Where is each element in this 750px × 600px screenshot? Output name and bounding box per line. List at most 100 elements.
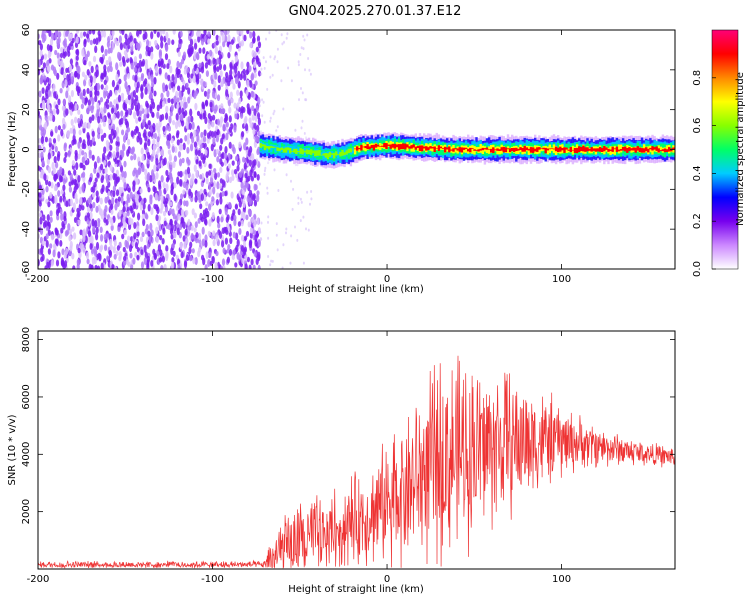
heatmap-cell [289, 261, 292, 265]
heatmap-cell [96, 82, 100, 91]
heatmap-cell [251, 91, 255, 98]
heatmap-cell [116, 176, 120, 183]
heatmap-cell [208, 163, 212, 169]
heatmap-cell [285, 173, 288, 177]
heatmap-cell [83, 79, 87, 87]
heatmap-cell [107, 118, 111, 125]
snr-series-line [38, 355, 675, 569]
heatmap-cell [175, 67, 179, 75]
heatmap-cell [166, 63, 170, 70]
heatmap-cell [114, 202, 118, 211]
heatmap-cell [412, 144, 415, 148]
heatmap-cell [490, 148, 493, 153]
heatmap-cell [107, 113, 111, 120]
heatmap-cell [50, 181, 54, 189]
heatmap-cell [124, 118, 128, 126]
heatmap-cell [273, 109, 276, 113]
heatmap-cell [82, 122, 86, 129]
heatmap-cell [257, 41, 262, 49]
heatmap-cell [92, 75, 96, 84]
heatmap-cell [220, 153, 224, 159]
heatmap-cell [306, 190, 309, 194]
heatmap-cell [141, 163, 145, 171]
heatmap-cell [233, 125, 237, 133]
heatmap-cell [40, 169, 44, 176]
heatmap-cell [103, 90, 107, 99]
heatmap-cell [624, 146, 627, 152]
heatmap-cell [87, 197, 91, 204]
heatmap-cell [567, 149, 570, 151]
heatmap-cell [147, 50, 151, 57]
heatmap-cell [200, 66, 205, 74]
heatmap-cell [62, 178, 66, 185]
heatmap-cell [191, 248, 195, 254]
heatmap-cell [243, 248, 247, 256]
heatmap-cell [274, 145, 277, 153]
heatmap-cell [267, 215, 270, 219]
heatmap-cell [267, 161, 270, 165]
heatmap-cell [358, 146, 361, 153]
heatmap-cell [275, 233, 278, 237]
heatmap-cell [414, 146, 417, 150]
heatmap-cell [204, 240, 208, 248]
heatmap-cell [60, 212, 64, 221]
heatmap-cell [177, 213, 181, 221]
heatmap-cell [219, 166, 223, 174]
heatmap-cell [251, 49, 255, 58]
heatmap-cell [106, 66, 111, 73]
heatmap-cell [226, 248, 230, 254]
heatmap-cell [136, 30, 140, 37]
heatmap-cell [205, 176, 209, 185]
heatmap-cell [146, 173, 150, 182]
heatmap-cell [73, 232, 77, 240]
heatmap-cell [485, 147, 489, 154]
heatmap-cell [194, 256, 198, 266]
heatmap-cell [228, 201, 232, 209]
heatmap-cell [78, 203, 82, 212]
heatmap-cell [152, 148, 156, 157]
heatmap-cell [248, 264, 252, 269]
heatmap-cell [150, 229, 154, 237]
heatmap-cell [164, 84, 168, 92]
heatmap-cell [379, 146, 382, 147]
heatmap-cell [108, 249, 112, 258]
heatmap-cell [249, 227, 253, 234]
heatmap-cell [202, 156, 206, 164]
heatmap-cell [297, 151, 300, 153]
heatmap-cell [165, 124, 169, 131]
heatmap-cell [53, 91, 57, 99]
heatmap-cell [150, 51, 154, 60]
heatmap-cell [196, 77, 200, 85]
heatmap-cell [104, 48, 108, 57]
heatmap-cell [475, 147, 478, 152]
heatmap-cell [258, 104, 261, 108]
heatmap-cell [125, 217, 129, 224]
heatmap-cell [168, 115, 172, 124]
heatmap-cell [160, 194, 164, 203]
heatmap-cell [113, 253, 117, 260]
heatmap-cell [302, 34, 305, 38]
heatmap-cell [269, 75, 272, 79]
heatmap-cell [156, 31, 160, 38]
heatmap-cell [79, 229, 83, 236]
heatmap-cell [38, 117, 41, 126]
heatmap-cell [208, 203, 212, 211]
heatmap-cell [200, 193, 204, 202]
heatmap-cell [54, 197, 58, 205]
heatmap-cell [101, 174, 105, 181]
heatmap-cell [254, 80, 258, 86]
heatmap-cell [141, 231, 145, 238]
y-tick-label: 20 [21, 103, 32, 116]
heatmap-cell [172, 30, 176, 35]
heatmap-cell [222, 108, 226, 114]
heatmap-cell [381, 145, 384, 147]
heatmap-cell [82, 234, 86, 243]
heatmap-cell [74, 192, 78, 200]
heatmap-cell [304, 68, 306, 72]
heatmap-cell [43, 173, 47, 181]
heatmap-cell [58, 31, 62, 38]
heatmap-cell [45, 239, 49, 248]
heatmap-cell [100, 30, 104, 38]
heatmap-cell [60, 67, 64, 76]
heatmap-cell [298, 98, 300, 102]
